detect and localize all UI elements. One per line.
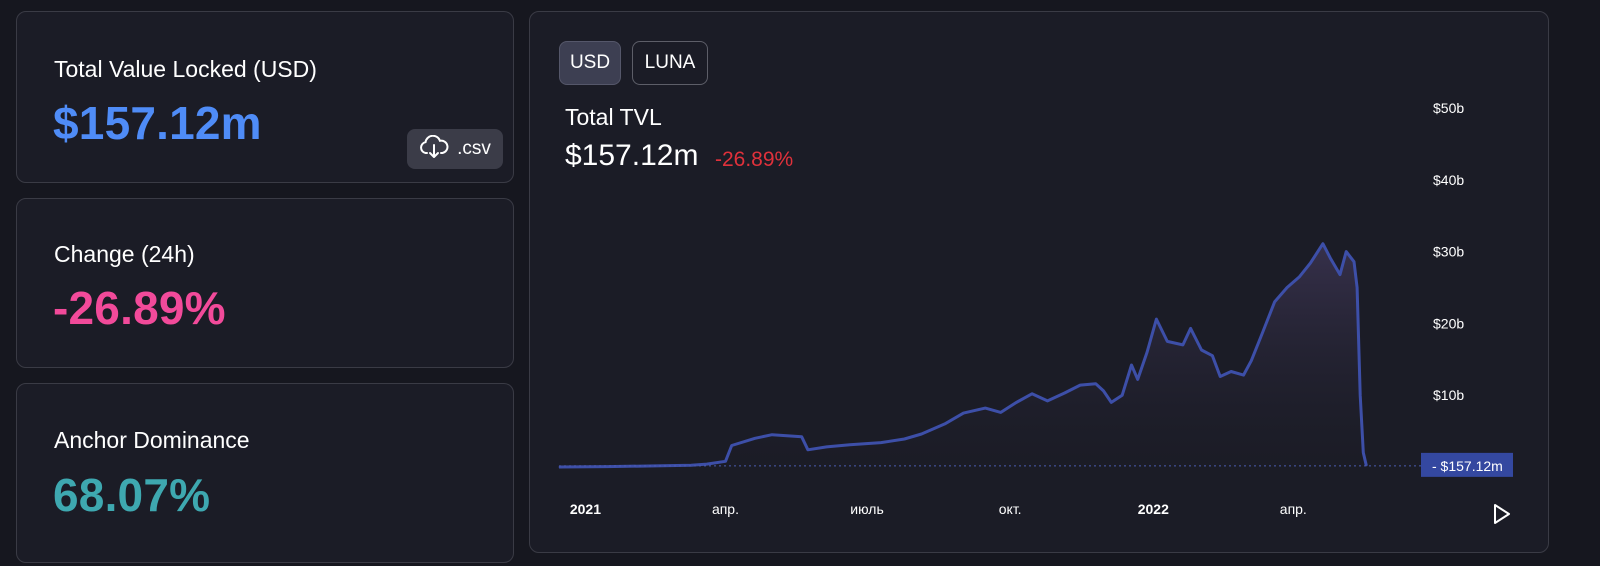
dominance-card: Anchor Dominance 68.07%	[16, 383, 514, 563]
tvl-data-point	[1080, 385, 1081, 386]
tvl-data-point	[801, 436, 802, 437]
tvl-data-point	[849, 444, 850, 445]
tvl-data-point	[1357, 287, 1358, 288]
chart-panel: USD LUNA Total TVL $157.12m -26.89% $50b…	[529, 11, 1549, 553]
cloud-download-icon	[419, 135, 449, 164]
tvl-data-point	[1032, 393, 1033, 394]
y-tick-label: $30b	[1433, 244, 1464, 260]
tvl-data-point	[1322, 243, 1323, 244]
x-tick-label: апр.	[712, 501, 739, 517]
tvl-data-point	[1274, 301, 1275, 302]
tvl-data-point	[1220, 376, 1221, 377]
tvl-data-point	[1366, 465, 1367, 466]
tvl-area-chart[interactable]: $50b $40b $30b $20b $10b 2021 апр. июль окт. 202…	[530, 12, 1548, 552]
tvl-data-point	[1095, 383, 1096, 384]
play-icon[interactable]	[1495, 505, 1509, 523]
tvl-data-point	[731, 445, 732, 446]
tvl-data-point	[881, 442, 882, 443]
tvl-data-point	[1299, 276, 1300, 277]
tvl-data-point	[1243, 375, 1244, 376]
tvl-data-point	[725, 461, 726, 462]
tvl-data-point	[1354, 261, 1355, 262]
tvl-data-point	[1147, 352, 1148, 353]
change-card: Change (24h) -26.89%	[16, 198, 514, 368]
tvl-data-point	[904, 439, 905, 440]
tvl-data-point	[944, 423, 945, 424]
tvl-data-point	[1346, 251, 1347, 252]
tvl-data-point	[1231, 371, 1232, 372]
x-tick-label: окт.	[999, 501, 1022, 517]
tvl-data-point	[1131, 365, 1132, 366]
tvl-data-point	[1156, 319, 1157, 320]
tvl-data-point	[807, 449, 808, 450]
tvl-data-point	[1182, 344, 1183, 345]
tvl-data-point	[1363, 452, 1364, 453]
tvl-data-point	[1190, 328, 1191, 329]
download-csv-button[interactable]: .csv	[407, 129, 503, 169]
tvl-area-fill	[559, 244, 1366, 467]
tvl-data-point	[1016, 402, 1017, 403]
tvl-data-point	[1262, 333, 1263, 334]
x-tick-label: апр.	[1280, 501, 1307, 517]
tvl-data-point	[1103, 390, 1104, 391]
tvl-data-point	[826, 446, 827, 447]
change-value: -26.89%	[53, 281, 226, 335]
y-tick-label: $10b	[1433, 387, 1464, 403]
tvl-data-point	[1330, 258, 1331, 259]
tvl-data-point	[1310, 263, 1311, 264]
csv-label: .csv	[457, 138, 491, 160]
tvl-data-point	[921, 434, 922, 435]
tvl-value: $157.12m	[53, 96, 262, 150]
x-tick-label: 2022	[1138, 501, 1169, 517]
tvl-data-point	[772, 434, 773, 435]
tvl-data-point	[1251, 360, 1252, 361]
tvl-data-point	[1111, 402, 1112, 403]
tvl-data-point	[1047, 400, 1048, 401]
tvl-data-point	[985, 408, 986, 409]
tvl-data-point	[963, 413, 964, 414]
x-tick-label: июль	[850, 501, 883, 517]
dominance-value: 68.07%	[53, 468, 210, 522]
tvl-data-point	[1201, 350, 1202, 351]
change-label: Change (24h)	[54, 241, 195, 268]
y-tick-label: $50b	[1433, 100, 1464, 116]
tvl-data-point	[1340, 274, 1341, 275]
y-tick-label: $20b	[1433, 315, 1464, 331]
x-tick-label: 2021	[570, 501, 601, 517]
tvl-data-point	[1212, 355, 1213, 356]
dominance-label: Anchor Dominance	[54, 427, 250, 454]
tvl-data-point	[1360, 395, 1361, 396]
y-tick-label: $40b	[1433, 172, 1464, 188]
tvl-data-point	[1167, 341, 1168, 342]
tvl-data-point	[607, 466, 608, 467]
tvl-data-point	[1064, 393, 1065, 394]
tvl-card: Total Value Locked (USD) $157.12m .csv	[16, 11, 514, 183]
tvl-label: Total Value Locked (USD)	[54, 56, 317, 83]
tvl-data-point	[706, 464, 707, 465]
tvl-data-point	[1000, 412, 1001, 413]
tvl-data-point	[1287, 287, 1288, 288]
tvl-data-point	[1137, 379, 1138, 380]
tvl-data-point	[559, 467, 560, 468]
tvl-data-point	[755, 438, 756, 439]
tvl-data-point	[1122, 395, 1123, 396]
current-value-label: - $157.12m	[1432, 458, 1503, 474]
